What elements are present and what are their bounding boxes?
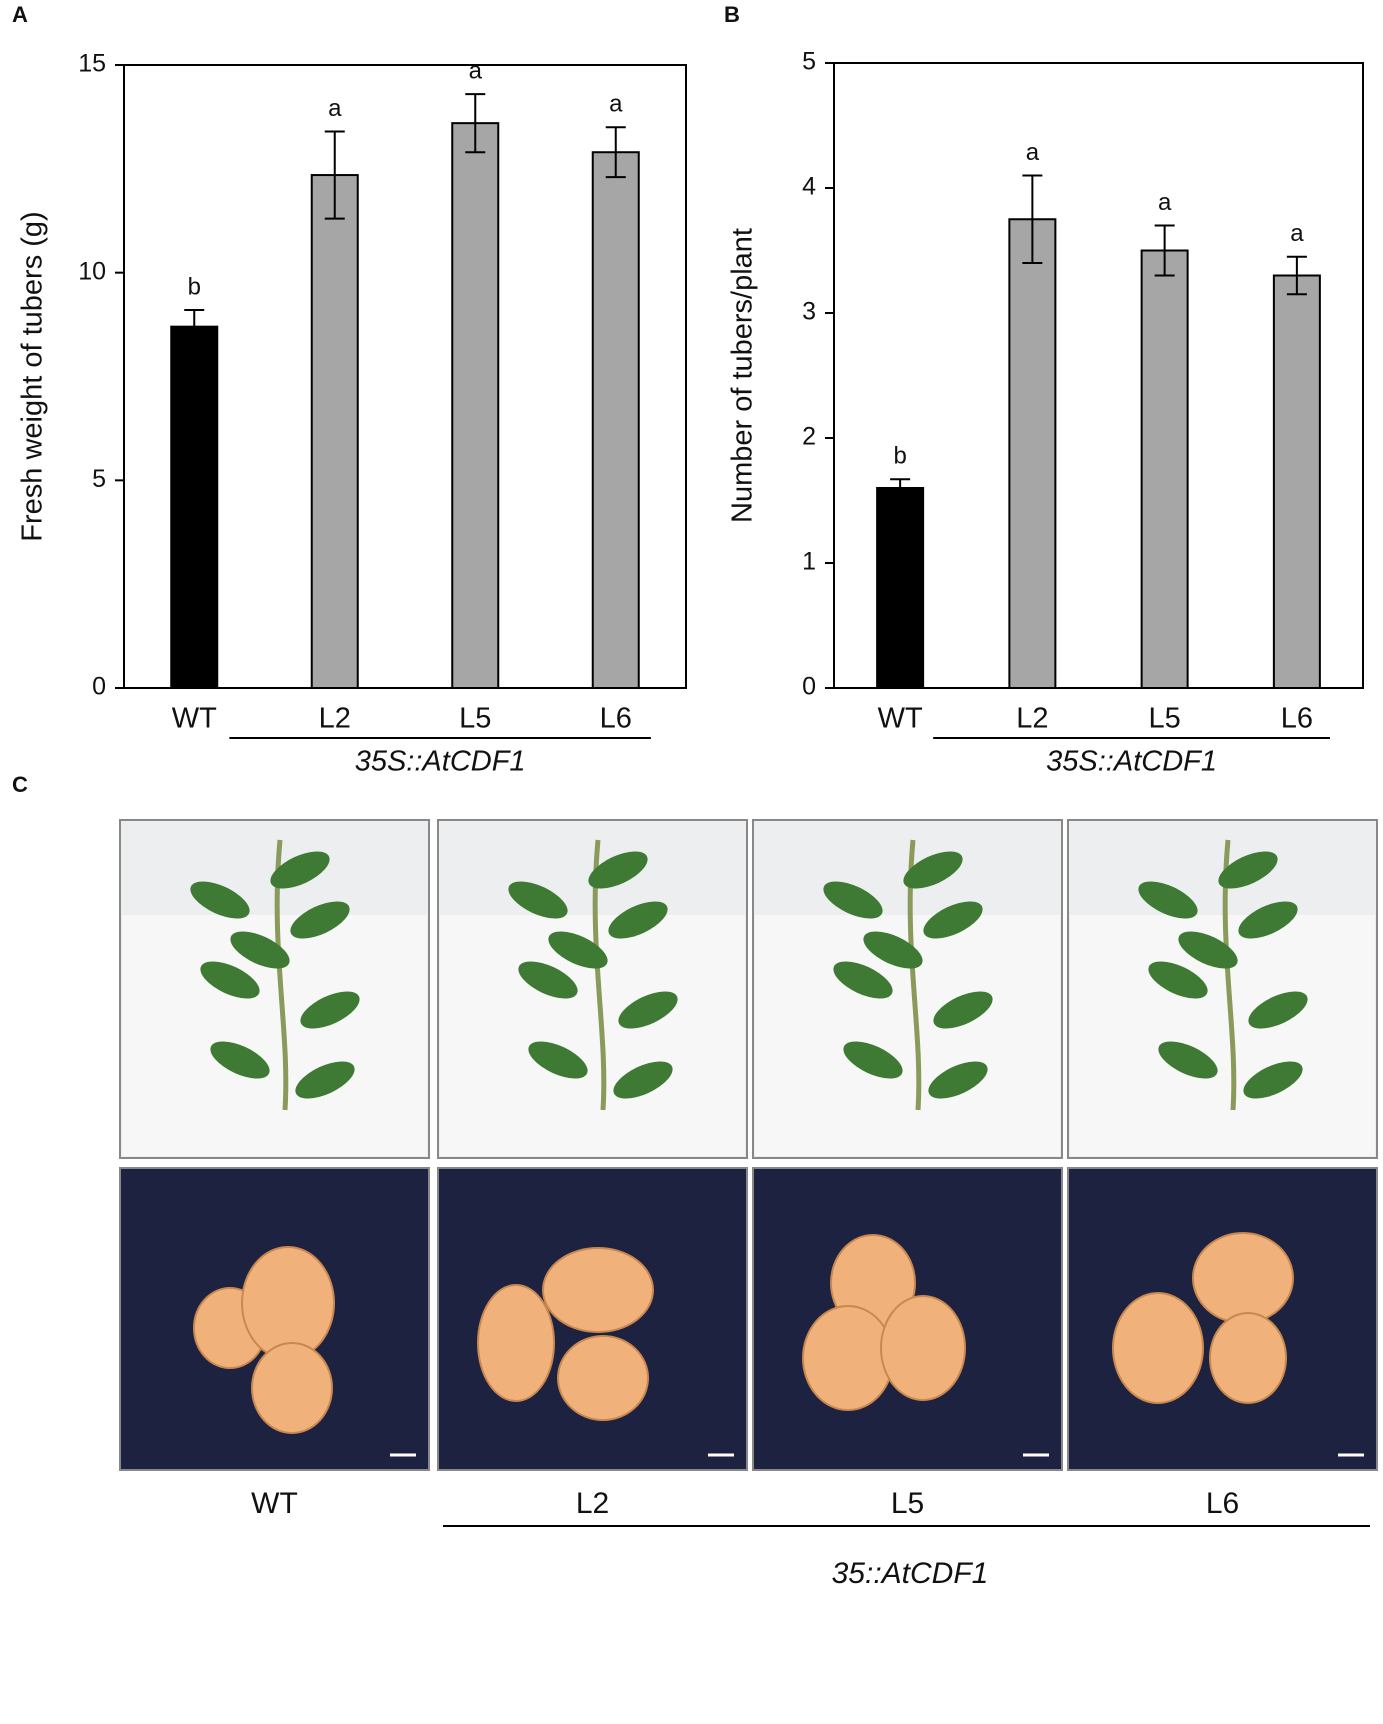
leaf xyxy=(1148,961,1208,999)
leaf xyxy=(548,931,608,969)
panel-label: C xyxy=(12,772,28,797)
y-axis-title: Fresh weight of tubers (g) xyxy=(17,211,49,541)
tuber xyxy=(557,1335,649,1421)
x-tick-label: L6 xyxy=(600,703,632,735)
leaf xyxy=(210,1041,270,1079)
x-tick-label: L5 xyxy=(1148,703,1180,735)
leaf xyxy=(1248,991,1308,1029)
leaf xyxy=(933,991,993,1029)
tuber xyxy=(1209,1312,1287,1404)
tuber xyxy=(251,1342,333,1434)
leaf xyxy=(1158,1041,1218,1079)
tuber xyxy=(802,1305,894,1411)
leaf xyxy=(1138,881,1198,919)
plot-frame xyxy=(123,64,687,689)
tuber xyxy=(1192,1232,1294,1324)
group-label: 35::AtCDF1 xyxy=(832,1557,989,1590)
bar xyxy=(170,325,219,689)
leaf xyxy=(833,961,893,999)
y-tick-label: 1 xyxy=(802,548,816,576)
x-tick-label: L5 xyxy=(459,703,491,735)
error-bar xyxy=(465,93,486,154)
y-tick-label: 15 xyxy=(78,50,106,78)
leaf xyxy=(200,961,260,999)
leaf xyxy=(508,881,568,919)
leaf xyxy=(230,931,290,969)
y-tick-label: 0 xyxy=(802,673,816,701)
leaf xyxy=(190,881,250,919)
bar xyxy=(451,122,500,689)
column-label: L6 xyxy=(1206,1487,1239,1520)
tuber xyxy=(477,1284,555,1402)
leaf xyxy=(613,1061,673,1099)
bar xyxy=(876,487,925,689)
bar xyxy=(1140,249,1189,689)
tuber xyxy=(880,1295,966,1401)
bar xyxy=(1008,218,1057,689)
y-tick-label: 5 xyxy=(802,48,816,76)
leaf xyxy=(923,901,983,939)
error-bar xyxy=(324,130,345,220)
leaf xyxy=(518,961,578,999)
leaf xyxy=(843,1041,903,1079)
significance-letter: b xyxy=(188,273,201,300)
leaf xyxy=(270,851,330,889)
leaf xyxy=(1243,1061,1303,1099)
leaf xyxy=(300,991,360,1029)
y-tick-label: 3 xyxy=(802,298,816,326)
column-label: WT xyxy=(251,1487,298,1520)
leaf xyxy=(618,991,678,1029)
leaf xyxy=(1218,851,1278,889)
error-bar xyxy=(890,478,911,498)
leaf xyxy=(295,1061,355,1099)
significance-letter: a xyxy=(609,91,623,118)
column-label: L5 xyxy=(891,1487,924,1520)
y-tick-label: 2 xyxy=(802,423,816,451)
significance-letter: a xyxy=(1290,220,1304,247)
error-bar xyxy=(1022,174,1043,264)
leaf xyxy=(823,881,883,919)
significance-letter: a xyxy=(1158,189,1172,216)
tuber xyxy=(1112,1292,1204,1404)
x-tick-label: L2 xyxy=(1016,703,1048,735)
leaf xyxy=(1178,931,1238,969)
leaf xyxy=(588,851,648,889)
significance-letter: a xyxy=(469,57,483,84)
bar xyxy=(310,174,359,689)
x-tick-label: WT xyxy=(172,703,217,735)
x-tick-label: WT xyxy=(878,703,923,735)
tuber xyxy=(542,1247,654,1333)
y-tick-label: 5 xyxy=(92,465,106,493)
leaf xyxy=(1238,901,1298,939)
y-tick-label: 4 xyxy=(802,173,816,201)
leaf xyxy=(903,851,963,889)
y-tick-label: 0 xyxy=(92,673,106,701)
significance-letter: a xyxy=(1026,139,1040,166)
leaf xyxy=(290,901,350,939)
x-tick-label: L6 xyxy=(1281,703,1313,735)
panel-label: B xyxy=(724,2,740,27)
error-bar xyxy=(184,309,205,345)
leaf xyxy=(928,1061,988,1099)
y-tick-label: 10 xyxy=(78,257,106,285)
error-bar xyxy=(1154,224,1175,277)
plot-frame xyxy=(833,62,1364,689)
significance-letter: a xyxy=(328,95,342,122)
bar xyxy=(1272,274,1321,689)
bar xyxy=(591,151,640,690)
column-label: L2 xyxy=(576,1487,609,1520)
y-axis-title: Number of tubers/plant xyxy=(727,228,759,523)
x-tick-label: L2 xyxy=(319,703,351,735)
leaf xyxy=(528,1041,588,1079)
leaf xyxy=(863,931,923,969)
error-bar xyxy=(1286,255,1307,296)
significance-letter: b xyxy=(893,443,906,470)
error-bar xyxy=(605,126,626,179)
group-label: 35S::AtCDF1 xyxy=(355,746,526,778)
leaf xyxy=(608,901,668,939)
panel-label: A xyxy=(12,2,28,27)
group-label: 35S::AtCDF1 xyxy=(1046,746,1217,778)
